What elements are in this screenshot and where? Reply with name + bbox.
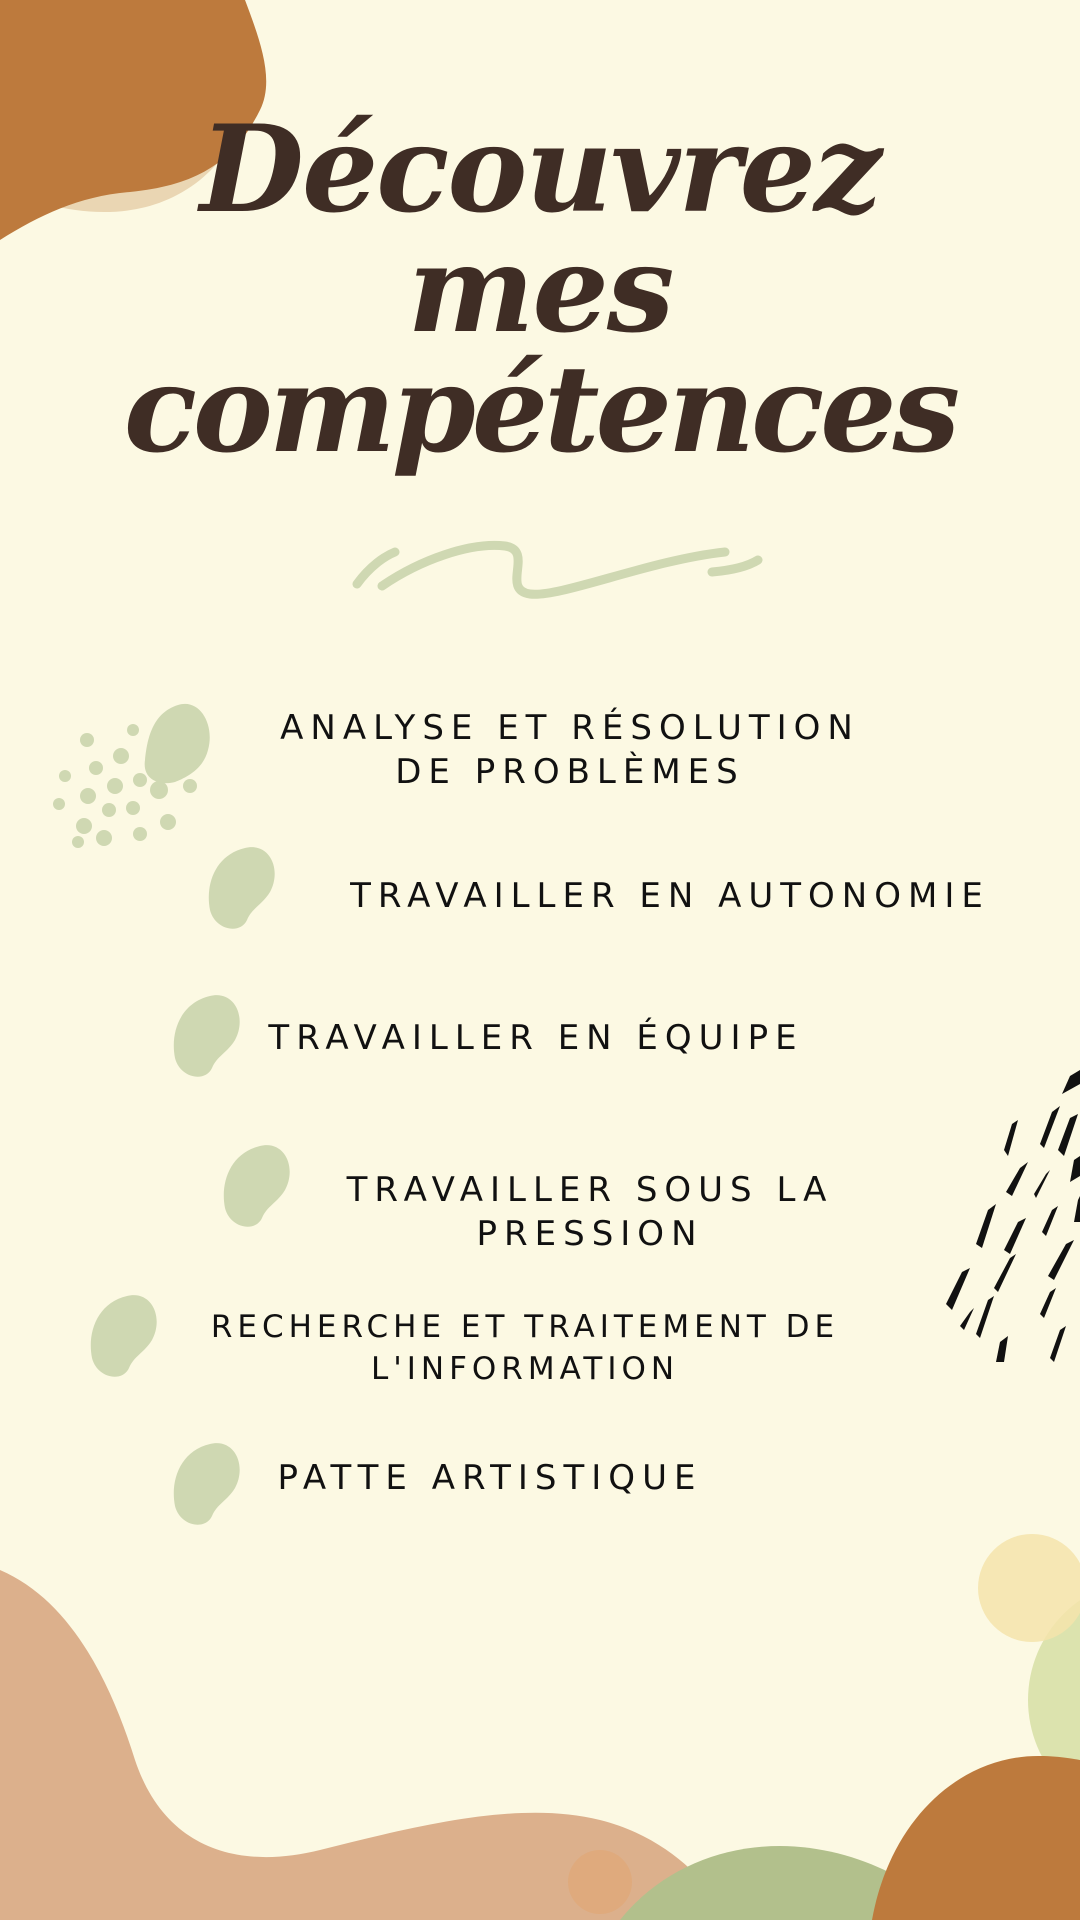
bottom-right-blob bbox=[872, 1755, 1080, 1920]
dash-pattern-icon bbox=[946, 1070, 1080, 1362]
leaf-blob-icon bbox=[144, 703, 210, 784]
skill-label: ANALYSE ET RÉSOLUTION bbox=[280, 708, 860, 748]
bottom-left-blob bbox=[0, 1570, 730, 1920]
skill-analyse: ANALYSE ET RÉSOLUTION DE PROBLÈMES bbox=[230, 706, 910, 794]
leaf-blob-icon bbox=[223, 1145, 290, 1227]
skill-label: TRAVAILLER SOUS LA bbox=[346, 1170, 834, 1210]
skill-label: PATTE ARTISTIQUE bbox=[277, 1458, 703, 1498]
skill-label: TRAVAILLER EN AUTONOMIE bbox=[350, 876, 990, 916]
leaf-blob-icon bbox=[208, 847, 275, 929]
top-left-blob bbox=[0, 0, 267, 240]
title-line-2: mes bbox=[407, 219, 675, 360]
skill-label: TRAVAILLER EN ÉQUIPE bbox=[268, 1018, 804, 1058]
skill-label: PRESSION bbox=[476, 1214, 704, 1254]
skill-label: L'INFORMATION bbox=[370, 1351, 680, 1387]
dot-cluster-icon bbox=[53, 724, 197, 848]
leaf-blob-icon bbox=[90, 1295, 157, 1377]
title-line-1: Découvrez bbox=[199, 99, 882, 240]
skill-autonomie: TRAVAILLER EN AUTONOMIE bbox=[290, 874, 1050, 918]
skill-equipe: TRAVAILLER EN ÉQUIPE bbox=[236, 1016, 836, 1060]
skill-label: DE PROBLÈMES bbox=[395, 752, 745, 792]
leaf-blob-icon bbox=[173, 1443, 240, 1525]
skill-recherche: RECHERCHE ET TRAITEMENT DE L'INFORMATION bbox=[160, 1306, 890, 1390]
leaf-blob-icon bbox=[173, 995, 240, 1077]
swash-icon bbox=[352, 540, 763, 599]
skill-artistique: PATTE ARTISTIQUE bbox=[260, 1456, 720, 1500]
skill-pression: TRAVAILLER SOUS LA PRESSION bbox=[300, 1168, 880, 1256]
small-peach-circle bbox=[568, 1850, 632, 1914]
page-title: Découvrez mes compétences bbox=[0, 110, 1080, 470]
title-line-3: compétences bbox=[123, 339, 960, 480]
right-yellow-circle bbox=[978, 1534, 1080, 1642]
bottom-olive-mound bbox=[620, 1846, 950, 1920]
right-green-circle bbox=[1028, 1600, 1080, 1800]
skill-label: RECHERCHE ET TRAITEMENT DE bbox=[210, 1309, 840, 1345]
